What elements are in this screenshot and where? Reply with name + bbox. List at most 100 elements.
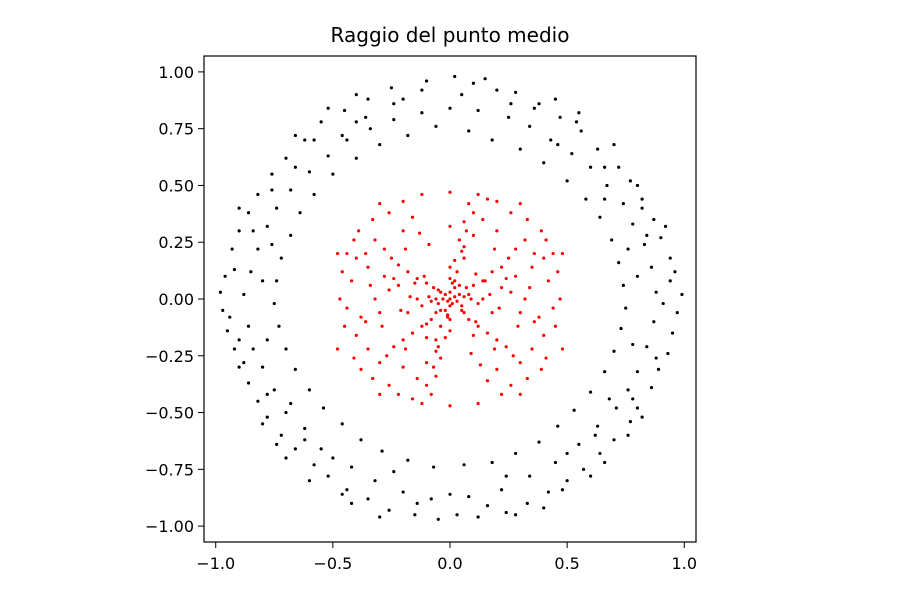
scatter-point-series-0-159 xyxy=(626,433,630,437)
scatter-point-series-0-209 xyxy=(509,102,513,106)
scatter-point-series-1-46 xyxy=(410,331,415,335)
scatter-point-series-0-181 xyxy=(415,501,419,505)
scatter-point-series-0-59 xyxy=(436,517,440,521)
scatter-point-series-1-126 xyxy=(352,356,356,360)
scatter-point-series-0-169 xyxy=(401,97,405,101)
y-tick-label: −0.75 xyxy=(145,460,194,479)
scatter-point-series-0-57 xyxy=(413,513,417,517)
scatter-point-series-1-6 xyxy=(441,297,445,301)
scatter-point-series-1-61 xyxy=(504,345,508,349)
scatter-point-series-1-190 xyxy=(392,276,396,281)
y-tick-label: 0.75 xyxy=(158,120,194,139)
scatter-point-series-0-176 xyxy=(654,356,658,360)
scatter-point-series-1-41 xyxy=(453,258,457,262)
scatter-point-series-0-47 xyxy=(312,463,316,467)
scatter-point-series-0-152 xyxy=(242,360,246,365)
scatter-point-series-0-34 xyxy=(666,351,670,356)
scatter-point-series-1-163 xyxy=(457,283,461,287)
scatter-point-series-0-27 xyxy=(218,290,222,294)
scatter-point-series-1-22 xyxy=(434,311,438,315)
scatter-point-series-0-77 xyxy=(260,365,265,369)
scatter-point-series-0-111 xyxy=(490,138,494,142)
scatter-point-series-0-115 xyxy=(542,161,546,165)
scatter-point-series-1-62 xyxy=(392,345,396,349)
scatter-point-series-0-19 xyxy=(246,211,251,215)
scatter-point-series-0-140 xyxy=(340,422,344,426)
scatter-point-series-0-133 xyxy=(612,349,616,353)
scatter-point-series-1-179 xyxy=(495,229,499,233)
scatter-point-series-1-38 xyxy=(420,324,424,328)
y-tick-label: −0.25 xyxy=(145,347,194,366)
scatter-point-series-0-96 xyxy=(588,165,593,169)
scatter-point-series-0-129 xyxy=(624,306,628,310)
scatter-point-series-0-46 xyxy=(598,451,602,456)
scatter-point-series-0-201 xyxy=(635,274,640,278)
scatter-point-series-1-144 xyxy=(380,324,384,328)
scatter-point-series-0-186 xyxy=(645,233,649,238)
scatter-point-series-0-36 xyxy=(656,367,661,371)
scatter-point-series-0-44 xyxy=(612,438,616,442)
scatter-point-series-1-98 xyxy=(410,397,415,401)
scatter-point-series-1-72 xyxy=(368,283,372,287)
scatter-point-series-1-69 xyxy=(511,354,515,358)
scatter-point-series-0-199 xyxy=(631,342,635,347)
scatter-point-series-1-64 xyxy=(378,311,382,315)
scatter-point-series-1-78 xyxy=(378,360,382,365)
scatter-point-series-0-168 xyxy=(668,279,672,283)
scatter-point-series-1-119 xyxy=(509,211,513,215)
scatter-point-series-1-25 xyxy=(448,276,452,281)
scatter-point-series-1-137 xyxy=(492,347,497,351)
scatter-point-series-1-112 xyxy=(420,192,424,197)
scatter-point-series-0-20 xyxy=(652,217,656,222)
scatter-point-series-0-206 xyxy=(340,133,344,138)
scatter-point-series-0-116 xyxy=(331,172,335,176)
scatter-point-series-0-7 xyxy=(342,108,347,113)
scatter-point-series-1-199 xyxy=(448,224,452,228)
scatter-point-series-1-92 xyxy=(354,256,358,260)
scatter-point-series-1-65 xyxy=(464,229,468,233)
scatter-point-series-0-146 xyxy=(406,458,410,462)
scatter-point-series-0-81 xyxy=(246,324,251,328)
x-tick-label: 0.5 xyxy=(554,554,579,573)
scatter-point-series-1-23 xyxy=(469,297,473,301)
scatter-point-series-1-113 xyxy=(476,401,480,406)
scatter-point-series-1-103 xyxy=(495,199,499,203)
scatter-point-series-0-90 xyxy=(631,222,635,226)
scatter-point-series-0-171 xyxy=(326,106,330,110)
scatter-point-series-0-180 xyxy=(560,488,565,492)
scatter-point-series-1-135 xyxy=(492,247,497,251)
scatter-point-series-0-95 xyxy=(307,170,312,174)
scatter-point-series-0-130 xyxy=(277,324,281,328)
scatter-point-series-1-164 xyxy=(436,288,440,292)
scatter-point-series-0-204 xyxy=(293,165,297,169)
scatter-point-series-1-74 xyxy=(434,374,438,378)
scatter-point-series-0-58 xyxy=(476,515,480,519)
scatter-point-series-1-30 xyxy=(429,317,433,322)
scatter-point-series-1-89 xyxy=(467,202,471,206)
scatter-point-series-0-84 xyxy=(654,290,658,294)
scatter-point-series-0-66 xyxy=(528,474,532,478)
scatter-point-series-0-114 xyxy=(354,156,358,160)
scatter-point-series-0-213 xyxy=(237,206,241,210)
scatter-point-series-1-19 xyxy=(464,286,468,290)
y-tick-label: 0.00 xyxy=(158,290,194,309)
scatter-point-series-1-96 xyxy=(345,306,349,310)
scatter-point-series-0-132 xyxy=(284,347,288,351)
scatter-point-series-0-70 xyxy=(577,442,581,446)
scatter-point-series-0-92 xyxy=(621,202,625,206)
scatter-point-series-1-17 xyxy=(450,281,454,285)
scatter-point-series-0-88 xyxy=(642,242,647,247)
scatter-point-series-1-141 xyxy=(471,233,476,238)
scatter-point-series-0-121 xyxy=(598,215,602,219)
scatter-point-series-1-156 xyxy=(335,251,340,256)
scatter-point-series-1-58 xyxy=(439,356,443,360)
scatter-point-series-1-122 xyxy=(387,383,391,387)
scatter-point-series-1-66 xyxy=(432,365,436,369)
scatter-point-series-1-155 xyxy=(560,251,565,256)
scatter-point-series-0-48 xyxy=(581,467,586,471)
scatter-point-series-0-86 xyxy=(649,265,654,269)
scatter-point-series-0-75 xyxy=(272,388,276,392)
scatter-point-series-1-193 xyxy=(490,311,494,315)
scatter-point-series-1-75 xyxy=(523,238,527,242)
